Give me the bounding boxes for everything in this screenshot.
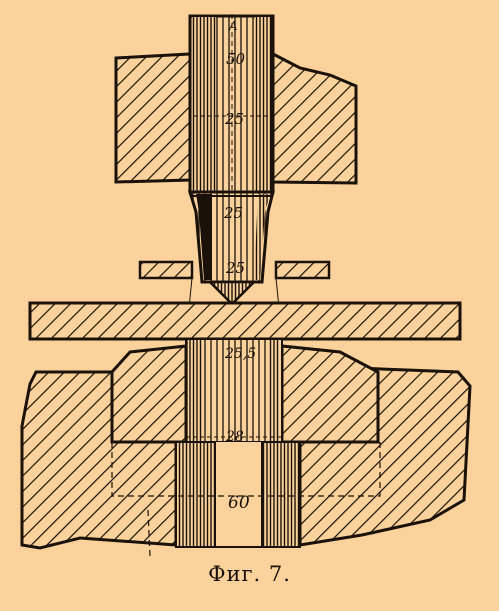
label-d25-neck: 25 [223, 204, 243, 222]
label-d25-guide: 25 [225, 259, 245, 277]
upper-holder-right [271, 51, 358, 185]
punch-neck-shade-right [254, 194, 270, 280]
label-d60: 60 [228, 493, 250, 513]
figure-caption: Фиг. 7. [208, 562, 291, 586]
lower-bore-right-wall [261, 441, 301, 548]
die-opening-shade-right [268, 340, 280, 441]
label-d28: 28 [225, 429, 244, 445]
punch-tip [206, 280, 258, 306]
label-d25-5: 25,5 [224, 346, 256, 362]
punch-neck-shade [196, 194, 212, 280]
punch-shank-shade-right [255, 17, 271, 191]
lower-bore-left-wall [175, 441, 217, 548]
die-insert-right [280, 344, 380, 444]
guide-plate-left [138, 260, 194, 280]
label-a: A [228, 19, 238, 33]
guide-plate-right [274, 260, 331, 280]
label-d25-top: 25 [224, 110, 244, 128]
lower-bore-center [216, 442, 262, 547]
hidden-leader [147, 509, 151, 557]
die-opening-shade-left [188, 340, 202, 441]
punch-shank-shade [192, 17, 216, 191]
die-insert-left [110, 344, 188, 444]
workpiece-sheet [28, 301, 462, 341]
upper-holder-left [114, 52, 192, 184]
label-d50: 50 [226, 50, 246, 68]
